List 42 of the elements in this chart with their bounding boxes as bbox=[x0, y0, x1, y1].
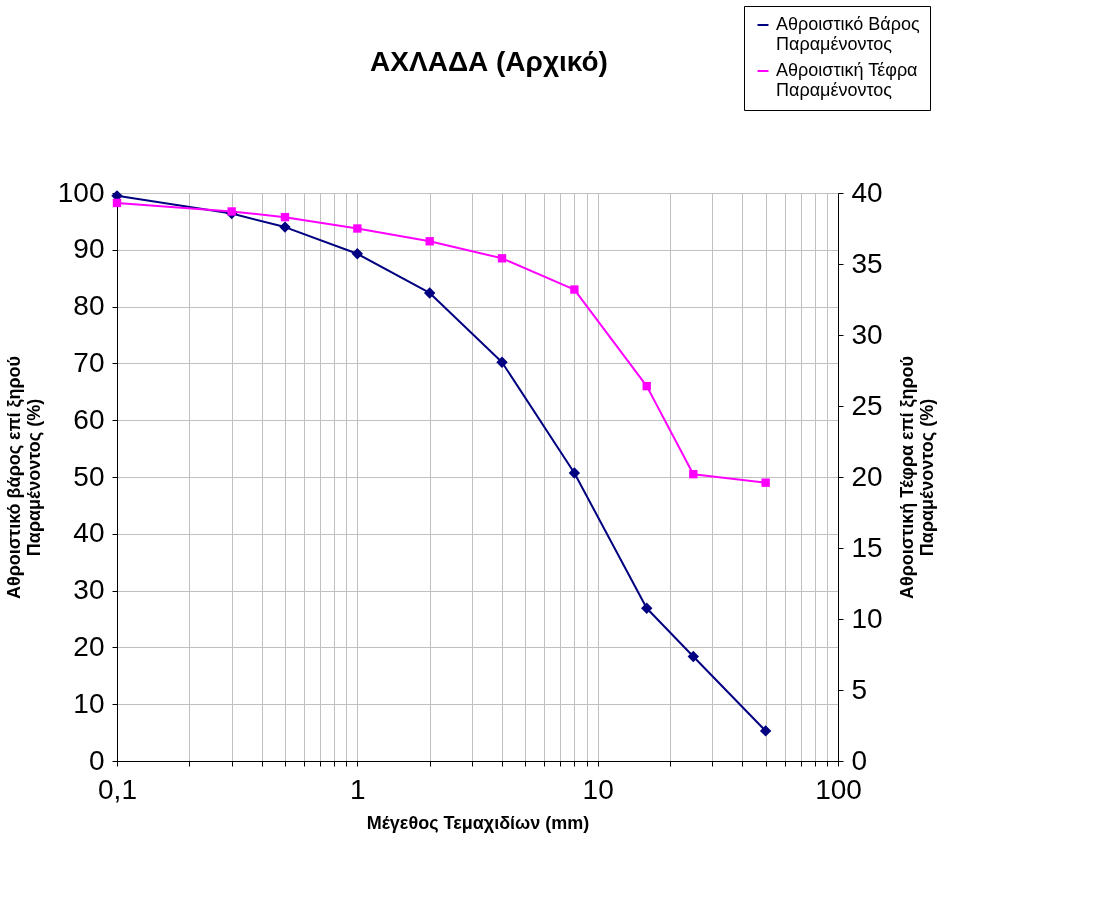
y-tick-label: 60 bbox=[73, 403, 105, 435]
chart-title: ΑΧΛΑΔΑ (Αρχικό) bbox=[370, 46, 608, 77]
point bbox=[570, 285, 579, 294]
y-tick-label: 30 bbox=[73, 574, 105, 606]
x-tick-label: 10 bbox=[582, 773, 614, 805]
y2-tick-label: 35 bbox=[851, 247, 883, 279]
y-tick-label: 50 bbox=[73, 460, 105, 492]
x-tick-label: 1 bbox=[350, 773, 366, 805]
legend-label: Αθροιστικό Βάρος Παραμένοντος bbox=[776, 14, 920, 54]
y2-tick-label: 20 bbox=[851, 460, 883, 492]
point bbox=[641, 602, 653, 614]
y2-tick-label: 0 bbox=[851, 744, 868, 776]
y-tick-label: 0 bbox=[88, 744, 105, 776]
y-tick-label: 10 bbox=[73, 687, 105, 719]
x-tick-label: 0,1 bbox=[98, 773, 137, 805]
y2-tick-label: 15 bbox=[851, 531, 883, 563]
point bbox=[496, 356, 508, 368]
point bbox=[642, 381, 651, 391]
y2-axis-title: Αθροιστική Τέφρα επί ξηρού Παραμένοντος (%) bbox=[896, 355, 937, 600]
y-tick-label: 20 bbox=[73, 630, 105, 662]
point bbox=[353, 224, 362, 233]
point bbox=[425, 237, 434, 246]
y2-tick-label: 30 bbox=[851, 318, 883, 350]
legend-label: Αθροιστική Τέφρα Παραμένοντος bbox=[776, 60, 918, 100]
y-tick-label: 80 bbox=[73, 290, 105, 322]
point bbox=[497, 254, 507, 263]
y-tick-label: 100 bbox=[57, 176, 105, 208]
point bbox=[280, 212, 290, 222]
y2-tick-label: 40 bbox=[851, 176, 883, 208]
point bbox=[351, 248, 364, 260]
point bbox=[279, 221, 291, 233]
y2-tick-label: 10 bbox=[851, 602, 883, 634]
y2-tick-label: 25 bbox=[851, 389, 883, 421]
y-axis-title: Αθροιστικό βάρος επί ξηρού Παραμένοντος (%) bbox=[3, 355, 44, 600]
point bbox=[423, 287, 436, 299]
y-tick-label: 40 bbox=[73, 517, 105, 549]
point bbox=[568, 467, 581, 479]
y-tick-label: 70 bbox=[73, 346, 105, 378]
y2-tick-label: 5 bbox=[851, 673, 868, 705]
y-tick-label: 90 bbox=[73, 233, 105, 265]
x-tick-label: 100 bbox=[815, 773, 862, 805]
x-axis-title: Μέγεθος Τεμαχιδίων (mm) bbox=[366, 812, 590, 833]
